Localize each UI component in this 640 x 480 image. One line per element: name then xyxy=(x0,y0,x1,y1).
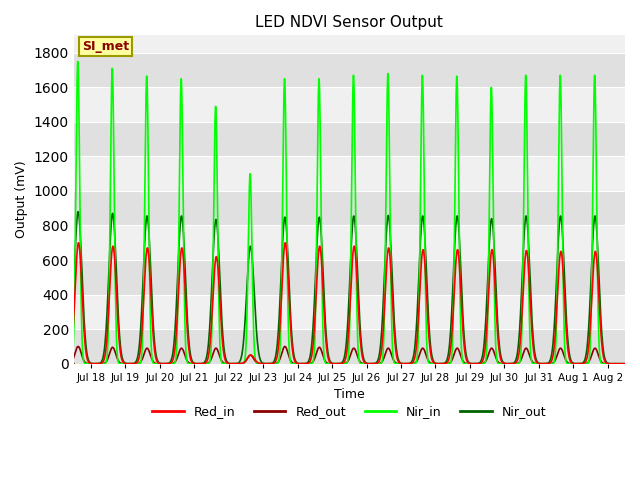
Line: Nir_out: Nir_out xyxy=(63,212,625,364)
Nir_out xyxy=(578,360,586,366)
Nir_in xyxy=(621,361,629,367)
Red_in xyxy=(275,344,282,349)
Nir_in xyxy=(348,173,356,179)
Nir_out xyxy=(273,340,281,346)
Red_in xyxy=(621,361,629,367)
Bar xyxy=(74,260,625,295)
Bar xyxy=(74,122,625,156)
Red_out xyxy=(621,361,629,367)
Nir_out xyxy=(61,360,69,366)
Line: Red_out: Red_out xyxy=(66,347,625,364)
Red_in xyxy=(130,361,138,367)
Nir_in xyxy=(135,361,143,367)
Line: Nir_in: Nir_in xyxy=(70,61,625,364)
Red_out xyxy=(131,361,138,367)
Red_in xyxy=(70,361,77,367)
Red_in xyxy=(584,353,591,359)
Line: Red_in: Red_in xyxy=(65,243,625,364)
Red_in xyxy=(63,360,71,366)
Red_out xyxy=(580,361,588,367)
Bar xyxy=(74,329,625,364)
Nir_out xyxy=(582,350,590,356)
Red_in xyxy=(74,240,82,246)
Bar xyxy=(74,295,625,329)
Bar xyxy=(74,191,625,226)
Nir_in xyxy=(70,361,77,367)
Nir_in xyxy=(584,360,592,366)
Nir_in xyxy=(277,321,285,326)
Nir_out xyxy=(74,209,82,215)
Bar xyxy=(74,156,625,191)
Text: SI_met: SI_met xyxy=(82,40,129,53)
Bar xyxy=(74,53,625,87)
X-axis label: Time: Time xyxy=(334,388,365,401)
Red_out xyxy=(64,361,72,367)
Red_out xyxy=(584,360,592,365)
Red_out xyxy=(70,361,77,367)
Nir_out xyxy=(70,361,77,367)
Title: LED NDVI Sensor Output: LED NDVI Sensor Output xyxy=(255,15,444,30)
Red_in xyxy=(347,285,355,290)
Bar xyxy=(74,226,625,260)
Legend: Red_in, Red_out, Nir_in, Nir_out: Red_in, Red_out, Nir_in, Nir_out xyxy=(147,400,551,423)
Nir_in xyxy=(586,340,594,346)
Nir_in xyxy=(68,360,76,365)
Red_out xyxy=(74,344,82,349)
Nir_out xyxy=(621,361,629,367)
Nir_out xyxy=(128,361,136,367)
Nir_out xyxy=(346,265,354,271)
Red_in xyxy=(580,360,588,366)
Y-axis label: Output (mV): Output (mV) xyxy=(15,161,28,239)
Red_out xyxy=(275,359,283,364)
Nir_in xyxy=(74,59,81,64)
Bar xyxy=(74,87,625,122)
Red_out xyxy=(347,351,355,357)
